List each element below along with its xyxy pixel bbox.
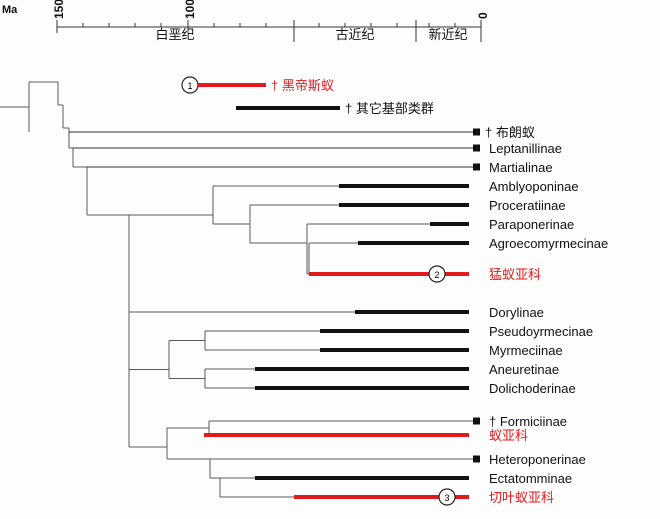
svg-text:Dorylinae: Dorylinae [489, 305, 544, 320]
svg-text:Heteroponerinae: Heteroponerinae [489, 452, 586, 467]
svg-text:3: 3 [444, 493, 449, 503]
svg-text:Ectatomminae: Ectatomminae [489, 471, 572, 486]
svg-text:古近纪: 古近纪 [335, 27, 374, 42]
svg-text:Pseudoyrmecinae: Pseudoyrmecinae [489, 324, 593, 339]
svg-text:Ma: Ma [2, 4, 18, 16]
svg-text:0: 0 [476, 12, 490, 19]
svg-text:切叶蚁亚科: 切叶蚁亚科 [489, 490, 554, 505]
svg-text:Dolichoderinae: Dolichoderinae [489, 381, 576, 396]
svg-text:新近纪: 新近纪 [428, 27, 467, 42]
svg-text:Amblyoponinae: Amblyoponinae [489, 179, 579, 194]
svg-text:2: 2 [434, 270, 439, 280]
svg-text:† Formiciinae: † Formiciinae [489, 414, 567, 429]
svg-text:猛蚁亚科: 猛蚁亚科 [489, 267, 541, 282]
svg-text:† 布朗蚁: † 布朗蚁 [485, 125, 535, 140]
svg-text:Proceratiinae: Proceratiinae [489, 198, 566, 213]
svg-text:Myrmeciinae: Myrmeciinae [489, 343, 563, 358]
svg-text:150: 150 [52, 0, 66, 19]
svg-text:† 其它基部类群: † 其它基部类群 [345, 101, 434, 116]
svg-text:蚁亚科: 蚁亚科 [489, 428, 528, 443]
svg-text:1: 1 [187, 81, 192, 91]
svg-text:Martialinae: Martialinae [489, 160, 553, 175]
svg-text:† 黑帝斯蚁: † 黑帝斯蚁 [271, 78, 334, 93]
svg-text:Aneuretinae: Aneuretinae [489, 362, 559, 377]
svg-text:Leptanillinae: Leptanillinae [489, 141, 562, 156]
svg-text:Paraponerinae: Paraponerinae [489, 217, 574, 232]
svg-text:白垩纪: 白垩纪 [155, 27, 194, 42]
svg-text:100: 100 [183, 0, 197, 19]
svg-text:Agroecomyrmecinae: Agroecomyrmecinae [489, 236, 608, 251]
